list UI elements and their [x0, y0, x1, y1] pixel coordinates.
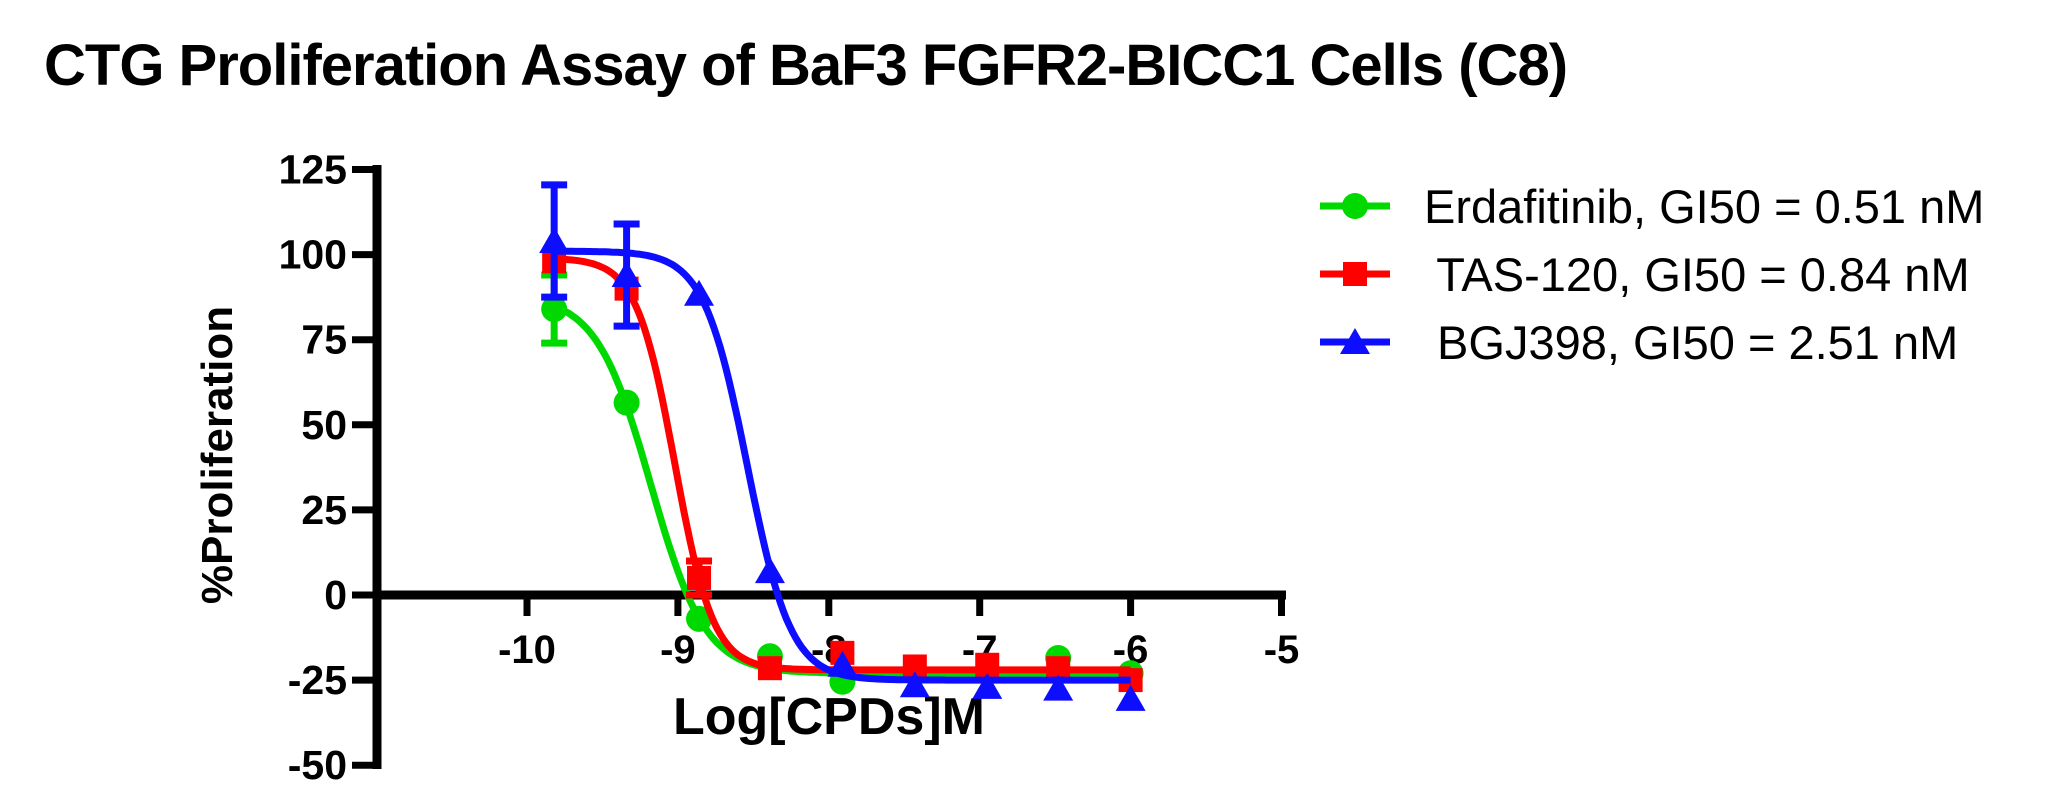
y-tick-label: 50: [301, 402, 347, 448]
data-point-BGJ398: [754, 557, 785, 584]
legend-item-Erdafitinib: Erdafitinib, GI50 = 0.51 nM: [1318, 172, 1984, 240]
circle-marker-icon: [1320, 193, 1390, 219]
data-point-BGJ398: [684, 279, 715, 306]
square-marker-icon: [1320, 262, 1390, 286]
x-tick-label: -9: [660, 628, 696, 672]
y-axis-title: %Proliferation: [193, 306, 242, 604]
data-point-Erdafitinib: [613, 389, 640, 416]
data-point-TAS-120: [687, 565, 712, 590]
data-point-BGJ398: [611, 261, 642, 288]
x-tick-label: -10: [498, 628, 556, 672]
data-point-BGJ398: [1043, 674, 1074, 701]
data-point-Erdafitinib: [541, 296, 568, 323]
data-point-BGJ398: [539, 226, 570, 253]
data-point-BGJ398: [1115, 684, 1146, 711]
legend-label-BGJ398: BGJ398, GI50 = 2.51 nM: [1424, 315, 1959, 369]
fit-curve-Erdafitinib: [552, 302, 1131, 677]
fit-curve-TAS-120: [554, 255, 1131, 674]
y-tick-label: 75: [301, 317, 347, 363]
y-tick-label: 100: [279, 232, 347, 278]
data-point-BGJ398: [827, 650, 858, 677]
legend: Erdafitinib, GI50 = 0.51 nM TAS-120, GI5…: [1318, 172, 1984, 376]
legend-marker-shape: [1340, 328, 1370, 354]
x-tick-label: -5: [1264, 628, 1300, 672]
data-point-TAS-120: [757, 656, 782, 681]
legend-item-TAS-120: TAS-120, GI50 = 0.84 nM: [1318, 240, 1984, 308]
y-tick-label: 125: [279, 147, 347, 193]
legend-label-Erdafitinib: Erdafitinib, GI50 = 0.51 nM: [1424, 179, 1985, 233]
y-tick-label: 0: [324, 572, 347, 618]
legend-item-BGJ398: BGJ398, GI50 = 2.51 nM: [1318, 308, 1984, 376]
y-tick-label: 25: [301, 487, 347, 533]
data-point-Erdafitinib: [686, 605, 713, 632]
legend-label-TAS-120: TAS-120, GI50 = 0.84 nM: [1424, 247, 1970, 301]
legend-marker-shape: [1342, 193, 1368, 219]
chart-title: CTG Proliferation Assay of BaF3 FGFR2-BI…: [44, 33, 1568, 98]
y-tick-label: -50: [288, 742, 347, 788]
data-point-BGJ398: [972, 672, 1003, 699]
triangle-marker-icon: [1320, 328, 1390, 354]
legend-marker-shape: [1343, 262, 1367, 286]
data-point-TAS-120: [975, 652, 1000, 677]
x-axis-title: Log[CPDs]M: [673, 688, 985, 746]
y-tick-label: -25: [288, 657, 347, 703]
data-point-BGJ398: [899, 671, 930, 698]
